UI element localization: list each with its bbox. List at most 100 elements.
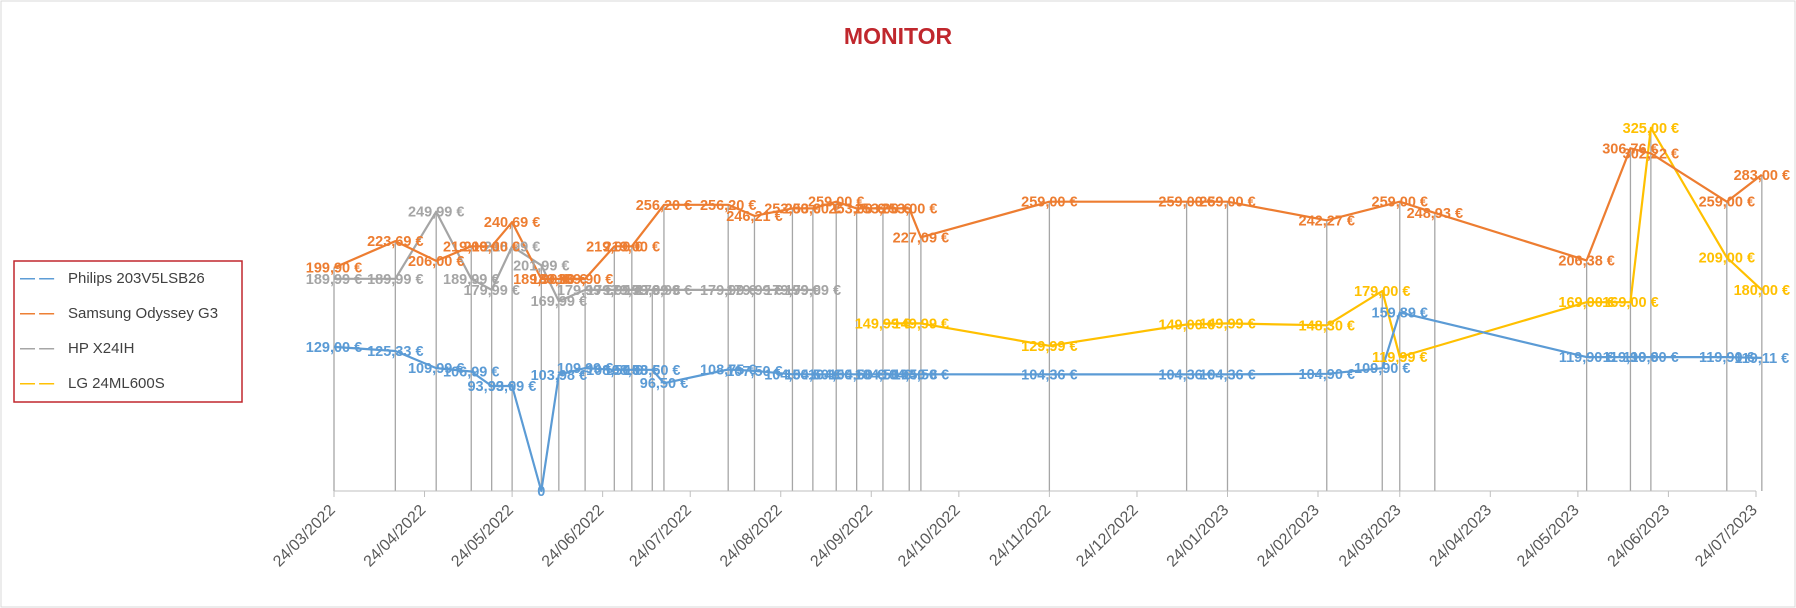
data-label: 104,90 € — [1299, 367, 1355, 383]
data-label: 149,99 € — [855, 316, 911, 332]
data-label: 103,98 € — [531, 368, 587, 384]
data-label: 219,00 € — [604, 239, 660, 255]
data-label: 104,50 € — [828, 367, 884, 383]
data-label: 223,69 € — [367, 234, 423, 250]
data-label: 259,00 € — [1021, 195, 1077, 211]
legend-label: Philips 203V5LSB26 — [68, 270, 205, 287]
data-label: 159,89 € — [1372, 305, 1428, 321]
data-label: 253,00 € — [855, 201, 911, 217]
data-label: 179,99 € — [785, 283, 841, 299]
data-label: 259,00 € — [1699, 195, 1755, 211]
data-label: 149,99 € — [893, 316, 949, 332]
legend-swatch: — — — [20, 305, 54, 322]
data-label: 189,99 € — [367, 272, 423, 288]
data-label: 96,50 € — [640, 376, 688, 392]
data-label: 209,00 € — [1699, 251, 1755, 267]
data-label: 253,00 € — [785, 201, 841, 217]
data-label: 119,90 € — [1559, 350, 1615, 366]
data-label: 149,00 € — [1158, 318, 1214, 334]
data-label: 119,99 € — [1372, 350, 1428, 366]
legend-label: LG 24ML600S — [68, 375, 165, 392]
data-label: 109,99 € — [408, 361, 464, 377]
data-label: 104,36 € — [1158, 367, 1214, 383]
data-labels: 189,99 €189,99 €249,99 €189,99 €179,99 €… — [306, 121, 1790, 500]
series-line — [333, 147, 1763, 280]
data-label: 189,90 € — [557, 272, 613, 288]
data-label: 227,09 € — [893, 230, 949, 246]
data-label: 179,99 € — [557, 283, 613, 299]
data-label: 179,99 € — [586, 283, 642, 299]
data-label: 93,99 € — [488, 379, 536, 395]
chart-title: MONITOR — [844, 23, 953, 49]
data-label: 179,99 € — [624, 283, 680, 299]
legend-label: Samsung Odyssey G3 — [68, 305, 218, 322]
data-label: 119,90 € — [1699, 350, 1755, 366]
data-label: 107,50 € — [726, 364, 782, 380]
data-label: 283,00 € — [1734, 168, 1790, 184]
data-label: 169,00 € — [1558, 295, 1614, 311]
data-label: 109,90 € — [1354, 361, 1410, 377]
data-label: 129,00 € — [306, 340, 362, 356]
data-label: 119,90 € — [1603, 350, 1659, 366]
data-label: 259,00 € — [1372, 195, 1428, 211]
data-label: 108,75 € — [700, 363, 756, 379]
data-label: 189,90 € — [513, 272, 569, 288]
legend-label: HP X24IH — [68, 340, 134, 357]
data-label: 119,90 € — [1623, 350, 1679, 366]
data-label: 242,27 € — [1299, 213, 1355, 229]
data-label: 249,99 € — [408, 205, 464, 221]
data-label: 104,50 € — [893, 367, 949, 383]
data-label: 189,99 € — [306, 272, 362, 288]
data-label: 306,76 € — [1602, 141, 1658, 157]
data-label: 149,99 € — [1199, 316, 1255, 332]
data-label: 104,36 € — [1199, 367, 1255, 383]
data-label: 206,38 € — [1558, 253, 1614, 269]
data-label: 259,00 € — [808, 195, 864, 211]
data-label: 179,99 € — [463, 283, 519, 299]
data-label: 108,50 € — [604, 363, 660, 379]
legend-swatch: — — — [20, 340, 54, 357]
data-label: 302,22 € — [1623, 146, 1679, 162]
data-label: 179,00 € — [1354, 284, 1410, 300]
data-label: 325,00 € — [1623, 121, 1679, 137]
data-label: 104,36 € — [1021, 367, 1077, 383]
data-label: 218,99 € — [484, 239, 540, 255]
data-label: 219,00 € — [463, 239, 519, 255]
data-label: 219,00 € — [586, 239, 642, 255]
data-label: 253,00 € — [764, 201, 820, 217]
data-label: 189,90 € — [531, 272, 587, 288]
data-label: 125,33 € — [367, 344, 423, 360]
data-label: 259,00 € — [1158, 195, 1214, 211]
legend-swatch: — — — [20, 375, 54, 392]
series-line — [334, 210, 813, 303]
data-label: 256,20 € — [636, 198, 692, 214]
data-label: 104,50 € — [764, 367, 820, 383]
series-lines — [333, 126, 1763, 493]
data-label: 180,00 € — [1734, 283, 1790, 299]
series-line — [333, 311, 1762, 493]
data-label: 104,50 € — [881, 367, 937, 383]
data-label: 106,99 € — [443, 364, 499, 380]
drop-lines — [333, 127, 1763, 491]
series-line — [882, 126, 1763, 359]
data-label: 248,93 € — [1407, 206, 1463, 222]
data-label: 256,20 € — [700, 198, 756, 214]
data-label: 148,30 € — [1299, 318, 1355, 334]
data-label: 201,99 € — [513, 258, 569, 274]
data-label: 109,99 € — [557, 361, 613, 377]
data-label: 119,11 € — [1734, 351, 1789, 367]
data-label: 108,50 € — [624, 363, 680, 379]
legend-box — [13, 260, 243, 403]
data-label: 108,50 € — [586, 363, 642, 379]
data-label: 246,21 € — [726, 209, 782, 225]
data-label: 104,50 € — [855, 367, 911, 383]
data-label: 179,99 € — [726, 283, 782, 299]
data-label: 179,99 € — [604, 283, 660, 299]
data-label: 240,69 € — [484, 215, 540, 231]
legend: — — Philips 203V5LSB26 — — Samsung Odyssey … — [13, 260, 243, 403]
data-label: 259,00 € — [1199, 195, 1255, 211]
data-label: 179,99 € — [636, 283, 692, 299]
